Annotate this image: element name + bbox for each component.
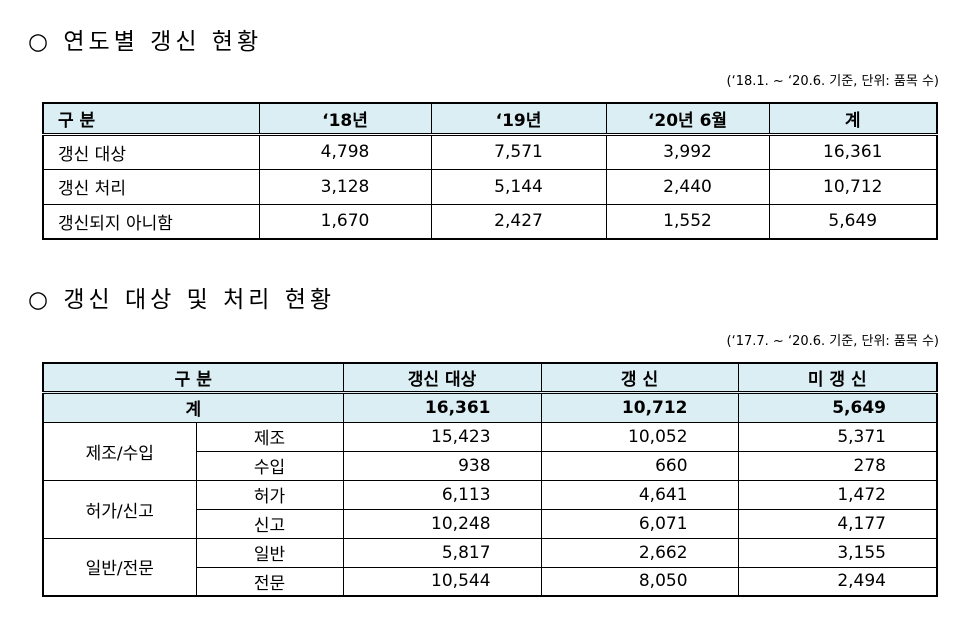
cell: 15,423 (342, 421, 542, 452)
row-label: 일반 (195, 537, 344, 568)
header-cell: 계 (768, 102, 938, 136)
row: 신고 10,248 6,071 4,177 (43, 508, 938, 539)
cell: 278 (737, 450, 938, 481)
header-cell: 구 분 (42, 362, 344, 394)
cell: 660 (540, 450, 739, 481)
header-cell: 갱신 대상 (342, 362, 542, 394)
cell: 10,712 (768, 168, 938, 205)
row-label: 허가 (195, 479, 344, 510)
row-label: 제조 (195, 421, 344, 452)
cell: 5,649 (737, 391, 938, 423)
cell: 3,155 (737, 537, 938, 568)
row: 갱신 대상 4,798 7,571 3,992 16,361 (42, 133, 938, 170)
total-row: 계 16,361 10,712 5,649 (42, 391, 938, 423)
row-label: 계 (42, 391, 344, 423)
cell: 1,552 (605, 203, 770, 240)
cell: 2,494 (737, 566, 938, 597)
row-label: 신고 (195, 508, 344, 539)
cell: 10,544 (342, 566, 542, 597)
cell: 4,798 (258, 133, 432, 170)
cell: 6,071 (540, 508, 739, 539)
group-label: 제조/수입 (42, 421, 197, 481)
cell: 5,817 (342, 537, 542, 568)
heading: ○ 갱신 대상 및 처리 현황 (28, 287, 336, 313)
cell: 16,361 (342, 391, 542, 423)
group-label: 일반/전문 (42, 537, 197, 597)
group-label: 허가/신고 (42, 479, 197, 539)
cell: 1,472 (737, 479, 938, 510)
row: 제조/수입 제조 15,423 10,052 5,371 (42, 421, 938, 481)
header-cell: 구 분 (42, 102, 260, 136)
cell: 2,662 (540, 537, 739, 568)
cell: 938 (342, 450, 542, 481)
row: 갱신 처리 3,128 5,144 2,440 10,712 (42, 168, 938, 205)
heading: ○ 연도별 갱신 현황 (28, 29, 263, 55)
cell: 5,144 (430, 168, 607, 205)
cell: 4,641 (540, 479, 739, 510)
row: 일반/전문 일반 5,817 2,662 3,155 (42, 537, 938, 597)
unit-note: (‘18.1. ~ ‘20.6. 기준, 단위: 품목 수) (726, 74, 939, 89)
cell: 10,248 (342, 508, 542, 539)
row: 전문 10,544 8,050 2,494 (43, 566, 938, 597)
cell: 5,371 (737, 421, 938, 452)
header-row: 구 분 ‘18년 ‘19년 ‘20년 6월 계 (42, 102, 938, 136)
cell: 16,361 (768, 133, 938, 170)
row-label: 수입 (195, 450, 344, 481)
cell: 3,128 (258, 168, 432, 205)
cell: 1,670 (258, 203, 432, 240)
cell: 6,113 (342, 479, 542, 510)
row: 갱신되지 아니함 1,670 2,427 1,552 5,649 (42, 203, 938, 240)
row: 수입 938 660 278 (43, 450, 938, 481)
cell: 5,649 (768, 203, 938, 240)
header-cell: ‘19년 (430, 102, 607, 136)
cell: 8,050 (540, 566, 739, 597)
row-label: 전문 (195, 566, 344, 597)
row: 허가/신고 허가 6,113 4,641 1,472 (42, 479, 938, 539)
row-label: 갱신 처리 (42, 168, 260, 205)
unit-note: (‘17.7. ~ ‘20.6. 기준, 단위: 품목 수) (726, 334, 939, 349)
table: 구 분 ‘18년 ‘19년 ‘20년 6월 계 갱신 대상 4,798 7,571 3,992 1… (42, 102, 938, 240)
cell: 3,992 (605, 133, 770, 170)
row-label: 갱신 대상 (42, 133, 260, 170)
header-cell: 갱 신 (540, 362, 739, 394)
cell: 2,440 (605, 168, 770, 205)
row-label: 갱신되지 아니함 (42, 203, 260, 240)
header-cell: ‘18년 (258, 102, 432, 136)
header-cell: 미 갱 신 (737, 362, 938, 394)
cell: 10,712 (540, 391, 739, 423)
cell: 2,427 (430, 203, 607, 240)
cell: 7,571 (430, 133, 607, 170)
header-cell: ‘20년 6월 (605, 102, 770, 136)
cell: 10,052 (540, 421, 739, 452)
cell: 4,177 (737, 508, 938, 539)
